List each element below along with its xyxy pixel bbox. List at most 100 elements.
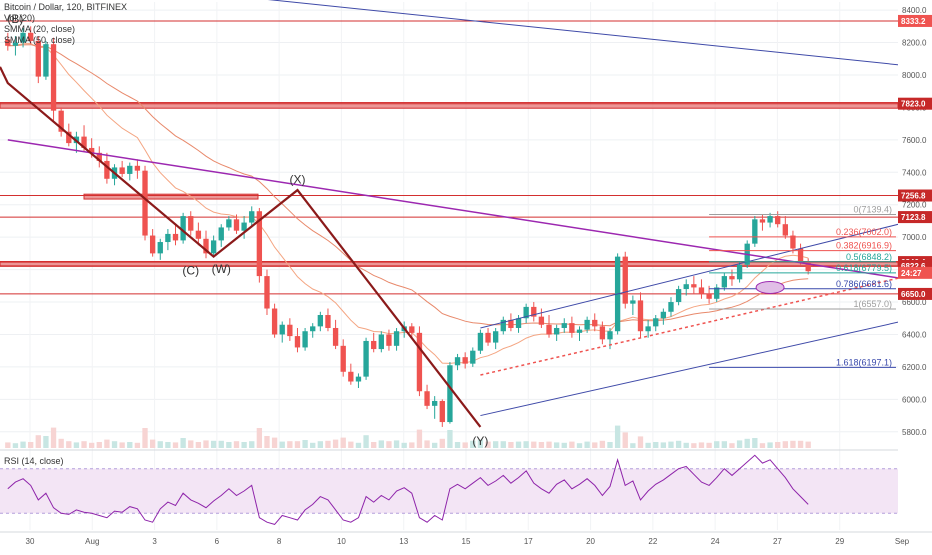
volume-bar: [653, 442, 659, 448]
volume-bar: [637, 436, 644, 448]
wave-label: (W): [212, 262, 231, 276]
volume-bar: [393, 440, 400, 448]
volume-bar: [714, 441, 720, 448]
rsi-title[interactable]: RSI (14, close): [4, 456, 64, 466]
time-tick-label: Aug: [85, 537, 99, 546]
volume-bar: [203, 440, 209, 448]
candle-body: [241, 222, 247, 231]
candle-body: [142, 170, 148, 236]
volume-bar: [424, 440, 430, 448]
candle-body: [264, 276, 270, 309]
candle-body: [553, 327, 560, 335]
candle-body: [302, 331, 308, 348]
candle-body: [675, 289, 682, 303]
volume-bar: [592, 442, 598, 448]
target-ellipse: [755, 280, 785, 294]
elliott-waves: (B) (C) (W) (X) (Y): [0, 12, 488, 448]
volume-bar: [134, 442, 141, 448]
volume-bar: [165, 442, 171, 448]
volume-bar: [340, 437, 346, 448]
candle-body: [226, 219, 232, 228]
price-tick-label: 7400.0: [902, 168, 927, 177]
volume-bar: [797, 440, 804, 448]
volume-bar: [43, 436, 49, 448]
volume-bar: [729, 443, 735, 448]
candle-body: [50, 44, 57, 111]
price-tag: 8333.2: [901, 17, 926, 26]
price-tick-label: 5800.0: [902, 428, 927, 437]
volume-bar: [675, 440, 682, 448]
volume-bar: [386, 441, 392, 448]
symbol-title[interactable]: Bitcoin / Dollar, 120, BITFINEX: [4, 2, 128, 12]
volume-bar: [683, 442, 689, 448]
volume-bar: [599, 440, 606, 448]
candle-body: [569, 323, 575, 333]
fib-label: 0.236(7002.0): [836, 227, 892, 237]
volume-bar: [310, 442, 316, 448]
candle-body: [653, 318, 659, 327]
candle-body: [592, 319, 598, 327]
volume-bar: [660, 442, 667, 448]
volume-bar: [302, 440, 308, 448]
time-tick-label: 30: [26, 537, 35, 546]
volume-bar: [264, 436, 270, 448]
price-axis[interactable]: 8400.08200.08000.07800.07600.07400.07200…: [898, 0, 932, 550]
time-axis[interactable]: 30 Aug 3 6 8 10 13 15 17 20 22 24 27 29 Sep: [0, 531, 932, 546]
candle-body: [249, 211, 255, 223]
candle-body: [96, 152, 102, 161]
volume-bar: [508, 442, 514, 448]
candle-body: [531, 306, 537, 317]
volume-bar: [569, 441, 575, 448]
price-tick-label: 6600.0: [902, 298, 927, 307]
price-tick-label: 6000.0: [902, 395, 927, 404]
volume-bar: [759, 443, 766, 448]
volume-bar: [409, 442, 415, 448]
candle-body: [683, 284, 689, 290]
volume-bar: [188, 440, 194, 448]
candle-body: [607, 331, 613, 340]
price-tick-label: 8400.0: [902, 6, 927, 15]
candle-body: [35, 40, 41, 77]
volume-bar: [149, 439, 156, 448]
candle-body: [188, 216, 194, 231]
candle-body: [729, 276, 735, 280]
indicator-volume[interactable]: Vol (20): [4, 13, 36, 23]
candlesticks: [5, 26, 811, 427]
candle-body: [759, 219, 766, 223]
volume-bar: [538, 442, 545, 448]
volume-bar: [226, 442, 232, 448]
volume-bar: [706, 442, 712, 448]
volume-bar: [805, 441, 811, 448]
volume-bar: [256, 428, 263, 448]
candle-body: [439, 400, 445, 423]
candle-body: [706, 293, 712, 299]
volume-bars: [5, 425, 811, 448]
wave-label: (X): [289, 173, 305, 187]
candle-body: [218, 227, 224, 241]
price-tick-label: 7600.0: [902, 136, 927, 145]
candle-body: [454, 357, 461, 366]
volume-bar: [767, 442, 773, 448]
indicator-smma-2[interactable]: SMMA (50, close): [4, 35, 76, 45]
candle-body: [157, 242, 163, 254]
indicator-smma-1[interactable]: SMMA (20, close): [4, 24, 76, 34]
candle-body: [348, 371, 354, 382]
price-tag-bg: [898, 97, 932, 110]
candle-body: [127, 165, 133, 174]
time-tick-label: 17: [524, 537, 533, 546]
current-price-tag: 24:27: [901, 269, 922, 278]
candle-body: [714, 287, 720, 299]
price-tick-label: 6400.0: [902, 330, 927, 339]
candle-body: [195, 230, 202, 239]
volume-bar: [66, 441, 72, 448]
volume-bar: [668, 441, 674, 448]
candle-body: [637, 300, 644, 332]
volume-bar: [58, 438, 64, 448]
candle-body: [416, 332, 423, 392]
time-tick-label: 29: [835, 537, 844, 546]
candle-body: [378, 334, 384, 350]
volume-bar: [127, 442, 133, 448]
candle-body: [797, 248, 804, 262]
